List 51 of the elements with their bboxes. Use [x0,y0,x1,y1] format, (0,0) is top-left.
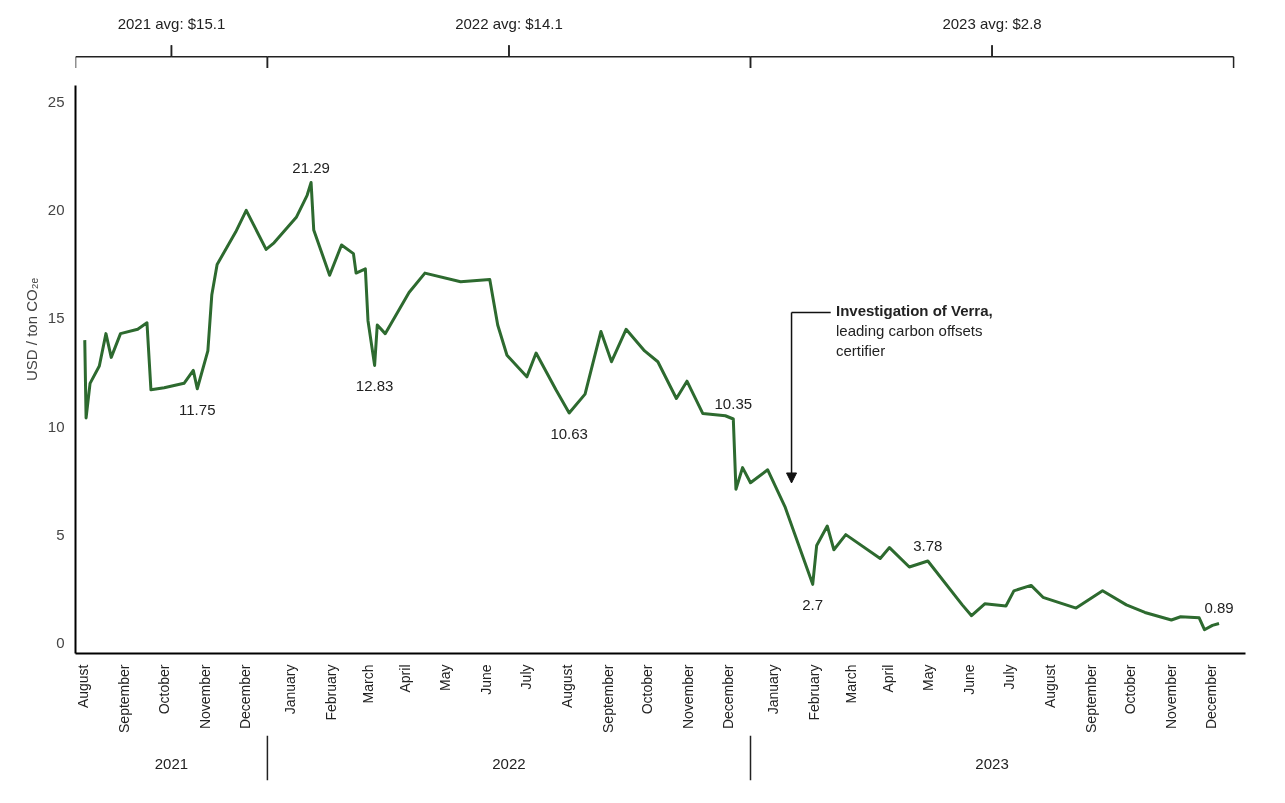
x-tick-label: July [1000,664,1017,690]
text: 2023 [975,755,1009,773]
annotation: 3.78 [913,537,943,554]
x-tick-label: February [322,664,339,721]
annotation: 0.89 [1204,599,1234,617]
text: 2022 avg: $14.1 [455,14,563,32]
x-tick-label: October [1122,664,1139,715]
x-tick-label: November [1163,664,1180,730]
text: 2022 [492,755,526,773]
x-tick-label: May [919,664,936,691]
x-tick-label: April [880,664,897,693]
x-tick-label: August [558,664,575,709]
annotation: 10.35 [714,395,753,412]
annotation: 10.63 [550,424,588,442]
x-tick-label: November [197,664,214,730]
annotation: 2.7 [802,596,824,614]
annotation: 11.75 [179,400,216,418]
x-tick-label: June [960,664,977,695]
x-tick-label: October [639,664,656,715]
y-tick-label: 25 [47,93,65,111]
y-tick-label: 0 [56,633,65,651]
annotation: 21.29 [292,158,330,176]
x-tick-label: December [1203,664,1220,730]
x-tick-label: December [236,664,253,730]
y-tick-label: 20 [47,201,65,219]
x-tick-label: November [680,664,697,730]
x-tick-label: March [843,664,860,704]
annotation: Investigation of Verra, leading carbon offsets certifier [836,302,993,360]
x-tick-label: May [436,664,453,691]
x-tick-label: August [1041,664,1058,709]
y-tick-label: 5 [56,525,65,543]
x-tick-label: January [281,664,298,715]
x-tick-label: February [806,664,823,721]
x-tick-label: June [477,664,494,695]
x-tick-label: July [517,664,534,690]
x-tick-label: April [397,664,414,693]
x-tick-label: October [156,664,173,715]
y-tick-label: 15 [47,309,65,327]
x-tick-label: December [720,664,736,730]
x-tick-label: September [116,664,133,733]
annotation: 12.83 [355,377,394,395]
x-tick-label: January [765,664,781,715]
text: 2021 avg: $15.1 [117,14,226,32]
y-axis-title: USD / ton CO₂ₑ [22,277,40,382]
y-tick-label: 10 [47,417,65,435]
x-tick-label: September [1082,664,1099,733]
x-tick-label: March [360,664,376,704]
text: 2021 [154,755,189,773]
x-tick-label: September [599,664,616,733]
text: 2023 avg: $2.8 [942,14,1042,32]
x-tick-label: August [75,664,92,709]
